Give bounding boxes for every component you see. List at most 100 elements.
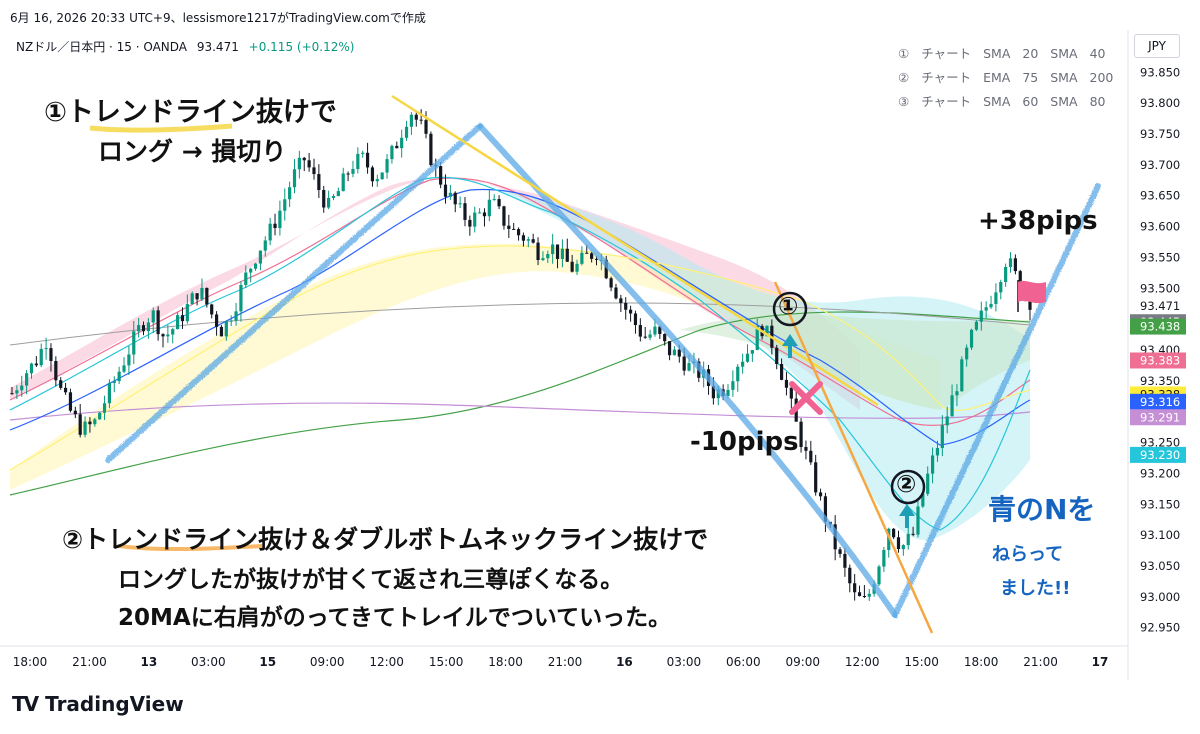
candle <box>516 227 521 241</box>
yellow-trendline <box>391 94 879 407</box>
candle <box>507 214 511 238</box>
candle <box>224 320 228 341</box>
note2-line1: ②トレンドライン抜け＆ダブルボトムネックライン抜けで <box>62 525 709 554</box>
candle <box>365 142 370 174</box>
legend-row[interactable]: ① チャート SMA 20 SMA 40 <box>898 42 1125 66</box>
candle <box>229 315 233 327</box>
legend-row[interactable]: ② チャート EMA 75 SMA 200 <box>898 66 1125 90</box>
time-tick-label: 15 <box>259 655 276 669</box>
currency-label[interactable]: JPY <box>1134 34 1180 58</box>
price-tick-label: 93.350 <box>1140 374 1180 388</box>
ma-ribbon-cyan <box>500 190 1030 541</box>
price-tick-label: 93.050 <box>1140 559 1180 573</box>
legend-ma2: SMA <box>1050 94 1078 109</box>
price-badge-value: 93.438 <box>1140 320 1180 334</box>
candle <box>463 197 467 227</box>
tradingview-brand[interactable]: TradingView <box>45 692 184 716</box>
candle <box>351 160 355 178</box>
candle <box>560 239 565 268</box>
time-tick-label: 18:00 <box>964 655 999 669</box>
price-badge: 93.383 <box>1130 352 1186 369</box>
candle <box>892 528 896 540</box>
candle <box>789 384 793 409</box>
candle <box>1013 254 1017 275</box>
candle <box>78 403 82 438</box>
candle <box>853 573 857 601</box>
candle <box>974 320 979 332</box>
price-badge: 93.291 <box>1130 409 1186 426</box>
candle <box>98 411 102 420</box>
price-tick-label: 93.550 <box>1140 250 1180 264</box>
candle <box>663 333 667 346</box>
candle <box>1008 252 1013 273</box>
candle <box>994 283 998 312</box>
candle <box>741 353 745 374</box>
candle <box>624 297 628 320</box>
candle <box>667 341 672 361</box>
candle <box>439 162 443 189</box>
legend-ma2: SMA <box>1050 46 1078 61</box>
candle <box>59 377 63 390</box>
candle <box>34 356 38 367</box>
candle <box>380 172 384 180</box>
legend-row[interactable]: ③ チャート SMA 60 SMA 80 <box>898 90 1125 114</box>
price-badge: 93.316 <box>1130 393 1186 410</box>
candle <box>239 281 243 322</box>
candle <box>580 246 584 266</box>
candle <box>146 318 150 339</box>
legend-ma1: SMA <box>983 46 1011 61</box>
candle <box>273 213 277 236</box>
symbol-info: NZドル／日本円 · 15 · OANDA 93.471 +0.115 (+0.… <box>16 38 354 55</box>
candle <box>784 372 789 396</box>
candle <box>249 267 253 283</box>
time-tick-label: 17 <box>1092 655 1109 669</box>
note2-line2: ロングしたが抜けが甘くて返され三尊ぽくなる。 <box>118 567 624 593</box>
candle <box>283 188 287 221</box>
time-tick-label: 21:00 <box>1023 655 1058 669</box>
candle <box>268 217 272 246</box>
candle <box>619 294 623 312</box>
candle <box>54 356 58 387</box>
price-badge-value: 93.471 <box>1140 299 1180 313</box>
candle <box>658 325 662 340</box>
price-badge-value: 93.291 <box>1140 410 1180 424</box>
candle <box>755 318 759 351</box>
candle <box>312 158 316 180</box>
candle <box>443 174 448 204</box>
price-tick-label: 93.650 <box>1140 189 1180 203</box>
candle <box>107 379 112 409</box>
legend-p1: 20 <box>1022 46 1039 61</box>
candle <box>322 185 326 213</box>
price-tick-label: 93.850 <box>1140 65 1180 79</box>
candle <box>745 344 750 363</box>
price-tick-label: 93.750 <box>1140 127 1180 141</box>
candle <box>414 112 418 127</box>
orange-trendline <box>773 281 934 634</box>
candle <box>814 454 818 496</box>
legend-p2: 80 <box>1089 94 1106 109</box>
ma-line-sma200 <box>9 302 1031 346</box>
time-axis: 18:00 21:00 13 03:00 15 09:00 12:00 15:00 18:00 2… <box>13 655 1109 669</box>
candle <box>926 466 930 497</box>
candle <box>531 233 535 244</box>
price-tick-label: 93.700 <box>1140 158 1180 172</box>
symbol-name[interactable]: NZドル／日本円 · 15 · OANDA <box>16 40 188 54</box>
ma-line-ema75 <box>9 311 1031 496</box>
tradingview-footer: TV TradingView <box>12 692 184 716</box>
candle <box>458 196 462 208</box>
candle <box>638 318 642 342</box>
candle <box>297 150 301 179</box>
candle <box>346 171 350 182</box>
candle <box>132 320 136 365</box>
marker-circle-2 <box>890 469 926 505</box>
candle <box>823 492 828 533</box>
candle <box>867 588 871 601</box>
time-tick-label: 03:00 <box>191 655 226 669</box>
candle <box>551 233 555 264</box>
time-tick-label: 18:00 <box>488 655 523 669</box>
candle <box>590 251 594 263</box>
candle <box>862 585 866 598</box>
candle <box>857 585 862 597</box>
candle <box>288 181 292 208</box>
